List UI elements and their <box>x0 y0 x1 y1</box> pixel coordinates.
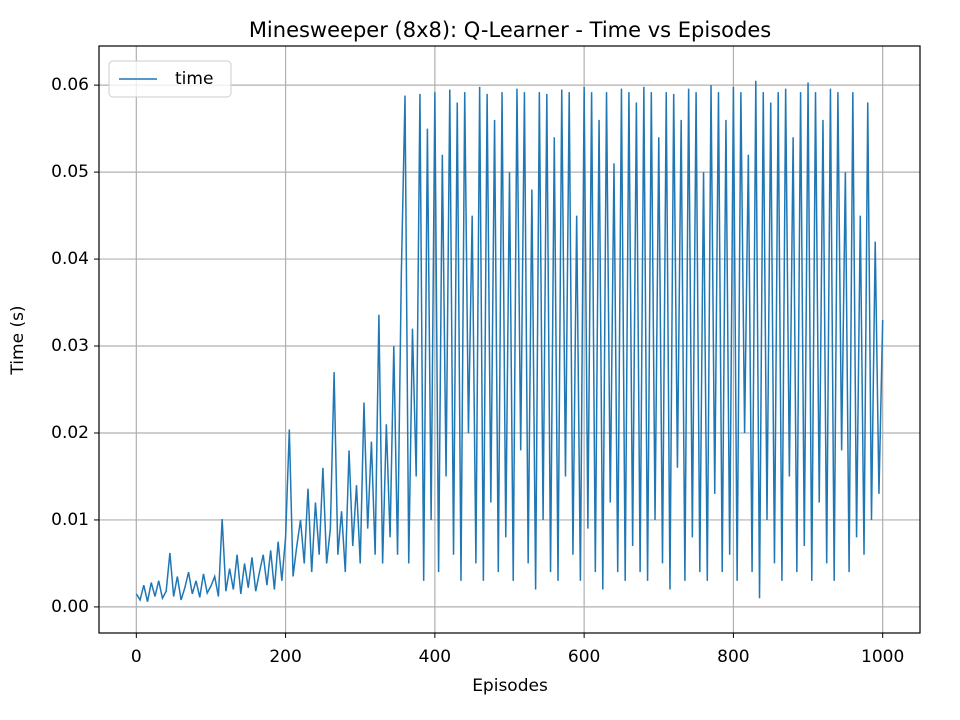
y-tick-label: 0.05 <box>51 162 89 182</box>
y-tick-label: 0.00 <box>51 597 89 617</box>
x-tick-label: 200 <box>269 647 301 667</box>
x-tick-label: 800 <box>717 647 749 667</box>
x-tick-label: 1000 <box>861 647 904 667</box>
y-tick-label: 0.01 <box>51 510 89 530</box>
chart-title: Minesweeper (8x8): Q-Learner - Time vs E… <box>249 18 771 42</box>
line-series <box>135 80 884 602</box>
legend-label: time <box>175 69 213 89</box>
x-tick-label: 600 <box>568 647 600 667</box>
plot-frame <box>98 45 921 634</box>
y-axis-label: Time (s) <box>8 305 28 375</box>
legend-box <box>108 60 232 98</box>
x-axis-label: Episodes <box>472 676 548 696</box>
y-tick-label: 0.02 <box>51 423 89 443</box>
y-tick-label: 0.03 <box>51 336 89 356</box>
y-tick-label: 0.04 <box>51 249 89 269</box>
y-tick-label: 0.06 <box>51 75 89 95</box>
x-tick-label: 0 <box>131 647 142 667</box>
x-tick-label: 400 <box>419 647 451 667</box>
